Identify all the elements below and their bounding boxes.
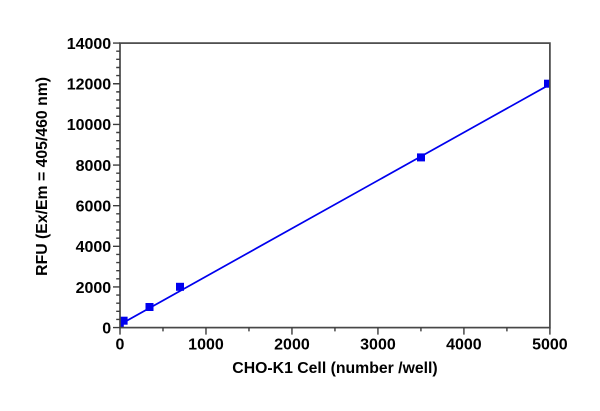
svg-text:14000: 14000 bbox=[67, 36, 112, 53]
svg-text:CHO-K1 Cell (number /well): CHO-K1 Cell (number /well) bbox=[232, 360, 437, 377]
svg-text:4000: 4000 bbox=[76, 239, 112, 256]
svg-text:0: 0 bbox=[102, 320, 111, 337]
svg-text:2000: 2000 bbox=[76, 280, 112, 297]
svg-text:6000: 6000 bbox=[76, 198, 112, 215]
svg-text:12000: 12000 bbox=[67, 77, 112, 94]
svg-text:2000: 2000 bbox=[274, 337, 310, 354]
svg-text:0: 0 bbox=[116, 337, 125, 354]
svg-text:1000: 1000 bbox=[188, 337, 224, 354]
svg-text:RFU (Ex/Em = 405/460 nm): RFU (Ex/Em = 405/460 nm) bbox=[34, 77, 51, 276]
svg-text:4000: 4000 bbox=[446, 337, 482, 354]
svg-text:8000: 8000 bbox=[76, 158, 112, 175]
svg-text:3000: 3000 bbox=[360, 337, 396, 354]
svg-text:10000: 10000 bbox=[67, 117, 112, 134]
svg-text:5000: 5000 bbox=[532, 337, 568, 354]
